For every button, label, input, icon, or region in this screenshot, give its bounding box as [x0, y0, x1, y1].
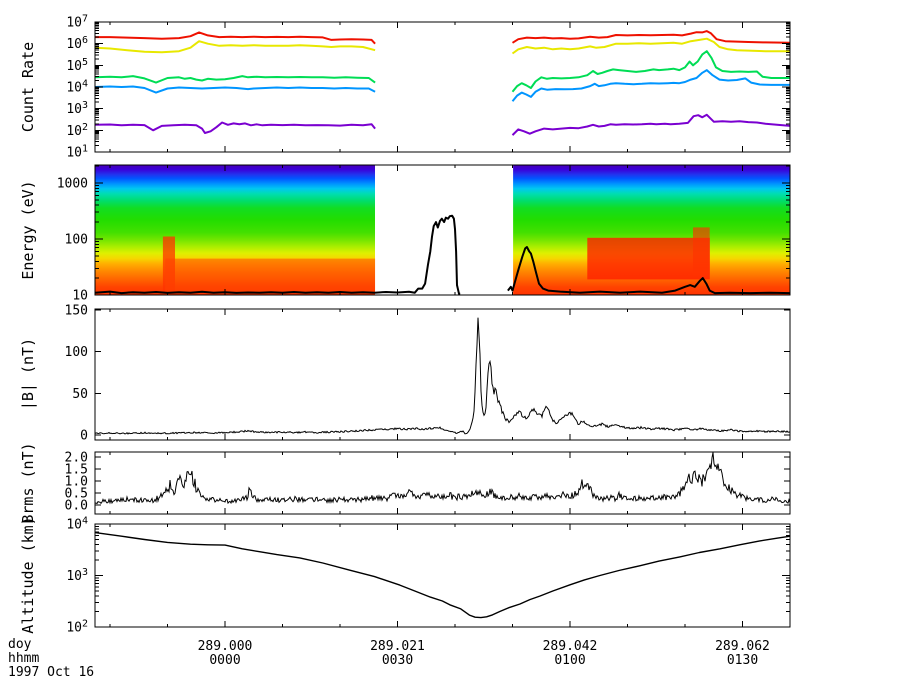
axes-count-rate [94, 21, 791, 153]
hhmm-tick-label: 0030 [382, 653, 413, 668]
svg-text:1.5: 1.5 [65, 463, 88, 478]
axes-brms [94, 451, 791, 515]
red-trace [511, 30, 791, 44]
svg-text:50: 50 [72, 387, 88, 402]
hhmm-tick-label: 0130 [727, 653, 758, 668]
red-trace [95, 31, 376, 45]
svg-text:103: 103 [66, 100, 88, 117]
spectrogram-hotspot [587, 237, 710, 280]
doy-tick-label: 289.042 [543, 639, 598, 654]
hhmm-tick-label: 0000 [209, 653, 240, 668]
y-tick-labels-count-rate: 107 106 105 104 103 102 101 [66, 14, 88, 161]
hhmm-row-label: hhmm [8, 651, 40, 666]
svg-text:2.0: 2.0 [65, 451, 88, 466]
svg-text:1000: 1000 [57, 176, 88, 191]
spectrogram-trace [94, 214, 461, 295]
svg-text:104: 104 [66, 516, 88, 533]
spectrogram-hotspot [165, 258, 376, 293]
svg-text:100: 100 [65, 233, 88, 248]
green-trace [511, 50, 791, 93]
svg-text:103: 103 [66, 567, 88, 584]
svg-text:104: 104 [66, 79, 88, 96]
green-trace [94, 75, 376, 84]
svg-text:10: 10 [72, 289, 88, 304]
svg-text:107: 107 [66, 14, 88, 31]
y-tick-labels-b-field: 150 100 50 0 [65, 304, 88, 444]
axes-energy-spectrogram [94, 164, 791, 296]
svg-text:105: 105 [66, 57, 88, 74]
svg-text:0.5: 0.5 [65, 487, 88, 502]
svg-text:150: 150 [65, 304, 88, 319]
axes-altitude [94, 523, 791, 628]
svg-text:100: 100 [65, 345, 88, 360]
blue-trace [511, 69, 791, 102]
panel-altitude: 104 103 102 [66, 516, 791, 636]
purple-trace [511, 113, 791, 136]
time-axis-legend: doy hhmm 1997 Oct 16 [8, 638, 94, 680]
b-field-trace [94, 317, 791, 435]
svg-text:0.0: 0.0 [65, 499, 88, 514]
svg-text:102: 102 [66, 122, 88, 139]
panel-b-field: 150 100 50 0 [65, 304, 791, 444]
date-label: 1997 Oct 16 [8, 665, 95, 680]
hhmm-tick-label: 0100 [554, 653, 585, 668]
svg-text:1.0: 1.0 [65, 475, 88, 490]
yellow-trace [94, 40, 376, 54]
svg-text:0: 0 [80, 429, 88, 444]
purple-trace [94, 121, 376, 134]
panel-brms: 2.01.51.00.50.0 [65, 451, 791, 515]
y-tick-labels-energy-spectrogram: 1000 100 10 [57, 176, 88, 303]
svg-text:101: 101 [66, 144, 88, 161]
doy-tick-label: 289.021 [370, 639, 425, 654]
brms-trace [94, 452, 791, 505]
svg-text:106: 106 [66, 35, 88, 52]
axes-b-field [94, 308, 791, 441]
y-tick-labels-altitude: 104 103 102 [66, 516, 88, 636]
doy-row-label: doy [8, 637, 32, 652]
altitude-trace [94, 531, 791, 619]
svg-text:102: 102 [66, 619, 88, 636]
blue-trace [94, 85, 376, 94]
doy-tick-label: 289.062 [715, 639, 770, 654]
spectrogram-hotspot [693, 227, 710, 276]
yellow-trace [511, 37, 791, 55]
panel-energy-spectrogram: 1000 100 10 [57, 164, 791, 304]
panel-count-rate: 107 106 105 104 103 102 101 [66, 14, 791, 161]
y-tick-labels-brms: 2.01.51.00.50.0 [65, 451, 88, 514]
spectrogram-trace [507, 246, 791, 295]
doy-tick-label: 289.000 [198, 639, 253, 654]
